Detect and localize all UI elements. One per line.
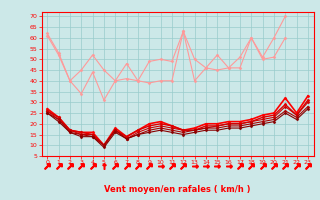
X-axis label: Vent moyen/en rafales ( km/h ): Vent moyen/en rafales ( km/h ) [104, 185, 251, 194]
